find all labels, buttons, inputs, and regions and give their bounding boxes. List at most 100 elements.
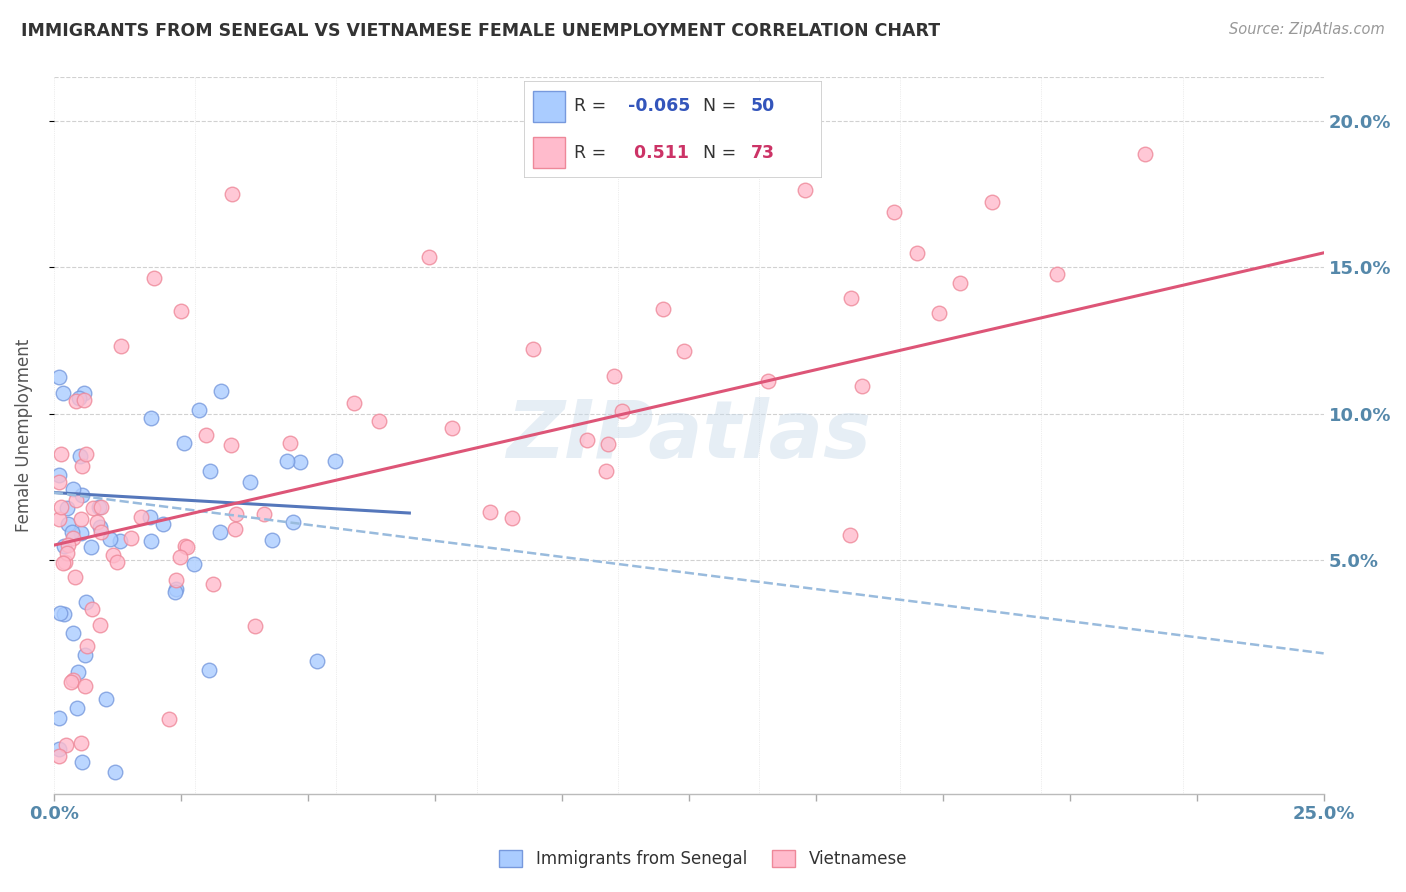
Point xyxy=(243,619,266,633)
Point xyxy=(219,438,242,452)
Point xyxy=(48,475,70,489)
Point xyxy=(70,736,93,750)
Point xyxy=(48,748,70,763)
Point xyxy=(343,396,366,410)
Point xyxy=(75,595,97,609)
Point xyxy=(610,404,633,418)
Point xyxy=(157,713,180,727)
Point xyxy=(981,194,1004,209)
Point xyxy=(48,606,70,620)
Point xyxy=(176,540,198,554)
Point xyxy=(75,679,97,693)
Point xyxy=(253,508,276,522)
Point xyxy=(66,701,89,715)
Point xyxy=(70,526,93,541)
Point xyxy=(70,488,93,502)
Point xyxy=(52,539,75,553)
Point xyxy=(65,393,87,408)
Point xyxy=(72,458,94,473)
Point xyxy=(839,291,862,305)
Point xyxy=(851,379,873,393)
Point xyxy=(1046,267,1069,281)
Point xyxy=(139,510,162,524)
Point xyxy=(89,618,111,632)
Point xyxy=(183,558,205,572)
Point xyxy=(53,607,76,621)
Point xyxy=(49,500,72,515)
Point xyxy=(260,533,283,548)
Point xyxy=(239,475,262,489)
Point xyxy=(141,411,163,425)
Point xyxy=(208,524,231,539)
Point xyxy=(794,183,817,197)
Point xyxy=(69,449,91,463)
Point xyxy=(67,665,90,679)
Point xyxy=(108,534,131,549)
Point xyxy=(307,655,329,669)
Point xyxy=(86,515,108,529)
Point xyxy=(198,663,221,677)
Point xyxy=(418,250,440,264)
Point xyxy=(169,549,191,564)
Point xyxy=(603,368,626,383)
Point xyxy=(89,520,111,534)
Y-axis label: Female Unemployment: Female Unemployment xyxy=(15,339,32,533)
Point xyxy=(288,455,311,469)
Point xyxy=(522,343,544,357)
Point xyxy=(576,433,599,447)
Point xyxy=(82,500,104,515)
Point xyxy=(48,467,70,482)
Point xyxy=(143,271,166,285)
Point xyxy=(195,428,218,442)
Point xyxy=(48,512,70,526)
Point xyxy=(65,493,87,508)
Point xyxy=(98,532,121,546)
Point xyxy=(209,384,232,398)
Point xyxy=(70,755,93,769)
Point xyxy=(501,511,523,525)
Point xyxy=(174,540,197,554)
Point xyxy=(165,582,187,596)
Point xyxy=(80,541,103,555)
Point xyxy=(323,453,346,467)
Point xyxy=(104,764,127,779)
Point xyxy=(224,522,246,536)
Point xyxy=(60,675,83,690)
Point xyxy=(839,528,862,542)
Legend: Immigrants from Senegal, Vietnamese: Immigrants from Senegal, Vietnamese xyxy=(492,843,914,875)
Point xyxy=(75,446,97,460)
Point xyxy=(905,245,928,260)
Point xyxy=(48,711,70,725)
Point xyxy=(479,505,502,519)
Point xyxy=(90,524,112,539)
Point xyxy=(62,673,84,687)
Point xyxy=(440,421,463,435)
Point xyxy=(120,532,142,546)
Point xyxy=(103,548,125,562)
Point xyxy=(281,515,304,529)
Text: Source: ZipAtlas.com: Source: ZipAtlas.com xyxy=(1229,22,1385,37)
Point xyxy=(110,339,132,353)
Point xyxy=(53,555,76,569)
Point xyxy=(90,500,112,515)
Point xyxy=(276,454,298,468)
Point xyxy=(76,639,98,653)
Point xyxy=(225,507,247,521)
Point xyxy=(928,305,950,319)
Point xyxy=(949,277,972,291)
Point xyxy=(141,533,163,548)
Point xyxy=(368,414,391,428)
Point xyxy=(170,304,193,318)
Point xyxy=(198,464,221,478)
Point xyxy=(52,385,75,400)
Point xyxy=(56,516,79,531)
Point xyxy=(69,391,91,405)
Text: IMMIGRANTS FROM SENEGAL VS VIETNAMESE FEMALE UNEMPLOYMENT CORRELATION CHART: IMMIGRANTS FROM SENEGAL VS VIETNAMESE FE… xyxy=(21,22,941,40)
Point xyxy=(62,626,84,640)
Point xyxy=(62,531,84,545)
Point xyxy=(1135,146,1157,161)
Text: ZIPatlas: ZIPatlas xyxy=(506,397,872,475)
Point xyxy=(48,741,70,756)
Point xyxy=(73,392,96,407)
Point xyxy=(105,555,128,569)
